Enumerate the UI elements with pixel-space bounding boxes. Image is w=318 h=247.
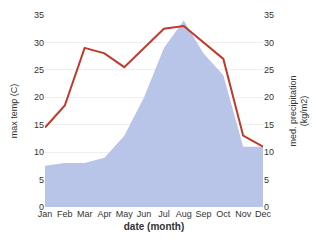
svg-text:35: 35	[34, 10, 44, 20]
svg-text:Jul: Jul	[158, 209, 170, 219]
svg-text:30: 30	[264, 38, 274, 48]
svg-text:Dec: Dec	[255, 209, 272, 219]
svg-text:25: 25	[264, 65, 274, 75]
svg-text:Sep: Sep	[196, 209, 212, 219]
svg-text:Jun: Jun	[137, 209, 152, 219]
svg-text:20: 20	[34, 92, 44, 102]
svg-text:35: 35	[264, 10, 274, 20]
svg-text:Oct: Oct	[216, 209, 231, 219]
svg-text:Jan: Jan	[38, 209, 53, 219]
svg-text:5: 5	[39, 175, 44, 185]
svg-text:15: 15	[264, 120, 274, 130]
svg-text:0: 0	[264, 202, 269, 212]
svg-text:Nov: Nov	[235, 209, 252, 219]
svg-text:May: May	[116, 209, 134, 219]
svg-text:30: 30	[34, 38, 44, 48]
svg-text:5: 5	[264, 175, 269, 185]
svg-text:max temp (C): max temp (C)	[9, 84, 19, 139]
svg-text:med. precipitation(kg/m2): med. precipitation(kg/m2)	[288, 75, 310, 146]
svg-text:Mar: Mar	[77, 209, 93, 219]
svg-text:Aug: Aug	[176, 209, 192, 219]
svg-text:10: 10	[34, 147, 44, 157]
svg-text:date (month): date (month)	[124, 221, 185, 232]
svg-text:20: 20	[264, 92, 274, 102]
svg-text:Apr: Apr	[97, 209, 111, 219]
svg-text:15: 15	[34, 120, 44, 130]
svg-text:0: 0	[39, 202, 44, 212]
svg-text:Feb: Feb	[57, 209, 73, 219]
svg-text:10: 10	[264, 147, 274, 157]
svg-text:25: 25	[34, 65, 44, 75]
